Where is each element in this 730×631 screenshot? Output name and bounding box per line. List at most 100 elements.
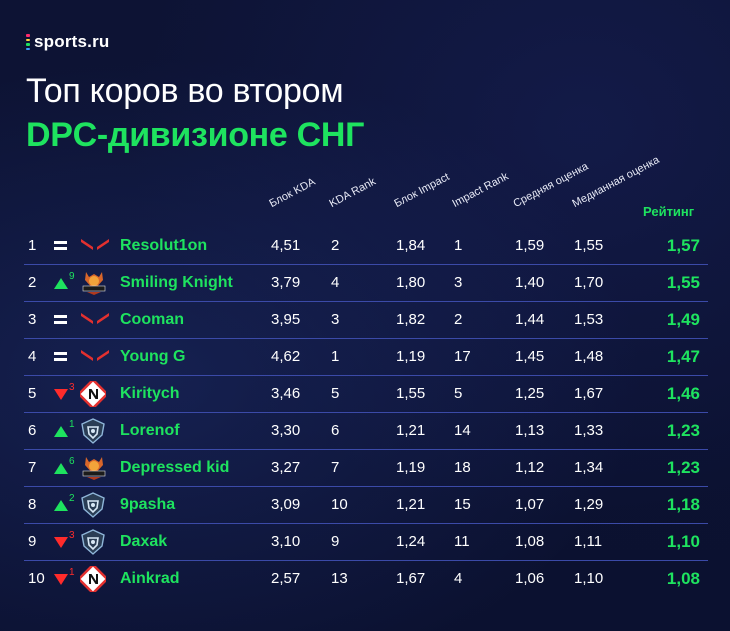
impact-value: 1,24 [396,533,426,550]
rating-value: 1,55 [666,273,700,292]
kda-value: 3,95 [271,311,301,328]
rank-number: 9 [28,533,37,550]
rank-up-icon [54,500,68,511]
average-score: 1,59 [515,237,545,254]
rank-down-icon [54,389,68,400]
median-score: 1,33 [574,422,604,439]
rank-number: 5 [28,385,37,402]
kda-value: 4,51 [271,237,301,254]
average-score: 1,25 [515,385,545,402]
median-score: 1,67 [574,385,604,402]
rating-value: 1,57 [666,236,700,255]
average-score: 1,44 [515,311,545,328]
median-score: 1,29 [574,496,604,513]
kda-value: 3,79 [271,274,301,291]
impact-rank-value: 17 [454,348,471,365]
rank-up-icon [54,278,68,289]
rank-delta: 6 [69,456,75,467]
kda-rank-value: 2 [331,237,340,254]
page-title-line2: DPC-дивизионе СНГ [26,116,365,154]
impact-rank-value: 11 [454,533,470,550]
rank-up-icon [54,426,68,437]
kda-rank-value: 3 [331,311,340,328]
table-row: 9 3 Daxak 3,10 9 1,24 11 1,08 1,11 1,10 [24,524,708,561]
kda-rank-value: 13 [331,570,348,587]
player-name: Cooman [120,311,184,328]
table-row: 4 Young G 4,62 1 1,19 17 1,45 1,48 1,47 [24,339,708,376]
rank-delta: 9 [69,271,75,282]
impact-value: 1,82 [396,311,426,328]
kda-value: 4,62 [271,348,301,365]
no-change-icon [54,240,67,251]
rating-value: 1,47 [666,347,700,366]
page-title-line1: Топ коров во втором [26,72,344,110]
rank-up-icon [54,463,68,474]
table-row: 10 1 Ainkrad 2,57 13 1,67 4 1,06 1,10 1,08 [24,561,708,597]
median-score: 1,48 [574,348,604,365]
kda-value: 3,27 [271,459,301,476]
impact-value: 1,19 [396,348,426,365]
table-row: 8 2 9pasha 3,09 10 1,21 15 1,07 1,29 1,18 [24,487,708,524]
rank-number: 7 [28,459,37,476]
impact-rank-value: 15 [454,496,471,513]
virtus-pro-logo [80,302,110,338]
rating-value: 1,18 [666,495,700,514]
impact-value: 1,80 [396,274,426,291]
rank-number: 2 [28,274,37,291]
rank-delta: 2 [69,493,75,504]
rating-value: 1,23 [666,421,700,440]
impact-value: 1,55 [396,385,426,402]
virtus-pro-logo [80,228,110,264]
rank-change: 3 [52,524,82,560]
kda-rank-value: 5 [331,385,340,402]
table-row: 6 1 Lorenof 3,30 6 1,21 14 1,13 1,33 1,23 [24,413,708,450]
rank-down-icon [54,574,68,585]
rating-value: 1,23 [666,458,700,477]
player-name: Ainkrad [120,570,180,587]
impact-rank-value: 5 [454,385,463,402]
hellraisers-logo [80,450,110,486]
shield-team-logo [80,487,110,523]
rank-change: 1 [52,561,82,597]
impact-rank-value: 3 [454,274,463,291]
player-name: Young G [120,348,186,365]
logo-text: sports.ru [34,32,110,51]
rating-value: 1,49 [666,310,700,329]
impact-rank-value: 1 [454,237,463,254]
no-change-icon [54,351,67,362]
rank-change: 3 [52,376,82,412]
rank-down-icon [54,537,68,548]
rank-delta: 1 [69,567,75,578]
impact-value: 1,67 [396,570,426,587]
rank-change [52,302,82,338]
rank-number: 6 [28,422,37,439]
rank-change [52,339,82,375]
player-name: Lorenof [120,422,180,439]
kda-value: 3,30 [271,422,301,439]
rank-delta: 3 [69,382,75,393]
sports-ru-logo[interactable]: sports.ru [26,32,109,52]
logo-mark-icon [26,34,30,50]
shield-team-logo [80,524,110,560]
impact-rank-value: 18 [454,459,471,476]
rank-change: 6 [52,450,82,486]
nemiga-logo [80,376,110,412]
rank-number: 4 [28,348,37,365]
impact-value: 1,84 [396,237,426,254]
table-row: 7 6 Depressed kid 3,27 7 1,19 18 1,12 1,34 1,23 [24,450,708,487]
kda-value: 3,09 [271,496,301,513]
median-score: 1,53 [574,311,604,328]
rank-change: 1 [52,413,82,449]
impact-rank-value: 4 [454,570,463,587]
hellraisers-logo [80,265,110,301]
rating-value: 1,10 [666,532,700,551]
average-score: 1,07 [515,496,545,513]
impact-rank-value: 2 [454,311,463,328]
rating-value: 1,46 [666,384,700,403]
median-score: 1,55 [574,237,604,254]
shield-team-logo [80,413,110,449]
nemiga-logo [80,561,110,597]
player-name: 9pasha [120,496,176,513]
rank-number: 8 [28,496,37,513]
rating-value: 1,08 [666,569,700,588]
